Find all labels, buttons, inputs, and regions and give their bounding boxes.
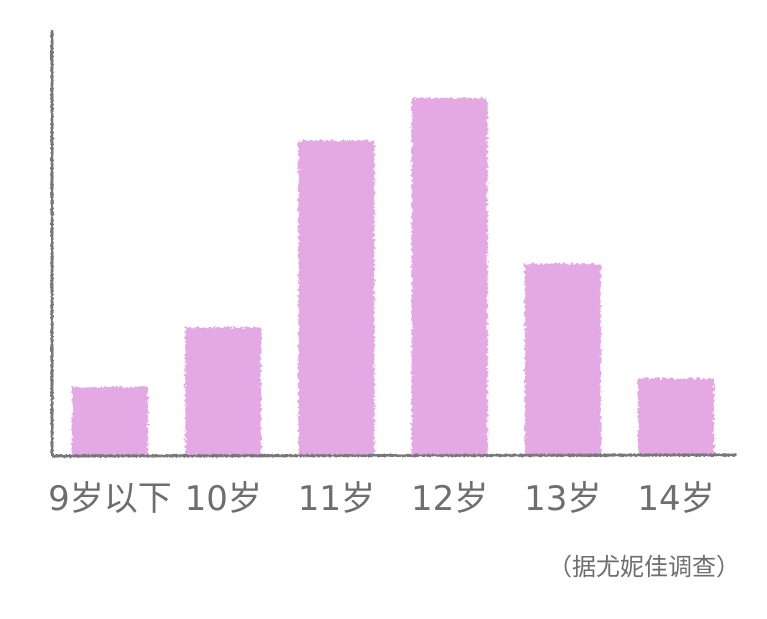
- bar-2: [298, 140, 375, 455]
- x-tick-label: 11岁: [298, 479, 375, 519]
- source-note: （据尤妮佳调查）: [548, 553, 740, 581]
- x-tick-label: 14岁: [637, 479, 714, 519]
- x-tick-label: 9岁以下: [48, 479, 172, 519]
- x-tick-label: 12岁: [411, 479, 488, 519]
- bar-5: [638, 378, 714, 455]
- bar-1: [185, 327, 262, 455]
- x-axis: [51, 453, 738, 458]
- bar-4: [524, 263, 601, 455]
- x-tick-label: 10岁: [185, 479, 262, 519]
- bar-0: [72, 387, 148, 455]
- x-tick-label: 13岁: [524, 479, 601, 519]
- bar-3: [411, 98, 488, 455]
